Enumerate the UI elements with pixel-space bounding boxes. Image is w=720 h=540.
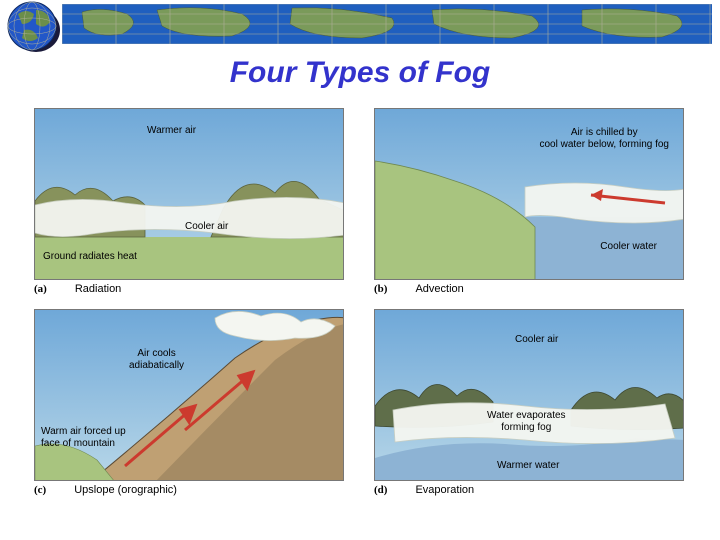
panel-c: Air cools adiabatically Warm air forced … [34,309,346,496]
panel-d: Cooler air Water evaporates forming fog … [374,309,686,496]
banner [0,0,720,48]
caption-key-d: (d) [374,484,387,496]
panel-c-figure: Air cools adiabatically Warm air forced … [34,309,344,481]
globe-icon [6,0,62,56]
caption-key-a: (a) [34,283,47,295]
panel-b-figure: Air is chilled by cool water below, form… [374,108,684,280]
label-warmer-water: Warmer water [497,460,559,472]
caption-c: (c) Upslope (orographic) [34,481,346,496]
page-title: Four Types of Fog [0,48,720,90]
label-cooler-air: Cooler air [185,221,228,233]
label-ground-radiates: Ground radiates heat [43,251,137,263]
caption-label-a: Radiation [75,283,121,295]
caption-a: (a) Radiation [34,280,346,295]
caption-key-c: (c) [34,484,46,496]
caption-label-b: Advection [415,283,463,295]
panel-b: Air is chilled by cool water below, form… [374,108,686,295]
caption-label-c: Upslope (orographic) [74,484,177,496]
label-air-cools: Air cools adiabatically [129,348,184,371]
caption-d: (d) Evaporation [374,481,686,496]
label-warmer-air: Warmer air [147,125,196,137]
label-air-chilled: Air is chilled by cool water below, form… [539,127,669,150]
panel-a-figure: Warmer air Cooler air Ground radiates he… [34,108,344,280]
label-cooler-water: Cooler water [600,241,657,253]
caption-key-b: (b) [374,283,387,295]
label-cooler-air-d: Cooler air [515,334,558,346]
panel-a: Warmer air Cooler air Ground radiates he… [34,108,346,295]
panel-d-figure: Cooler air Water evaporates forming fog … [374,309,684,481]
world-map-strip [62,4,712,44]
caption-label-d: Evaporation [415,484,474,496]
label-warm-air-forced: Warm air forced up face of mountain [41,426,126,449]
panel-grid: Warmer air Cooler air Ground radiates he… [0,90,720,506]
caption-b: (b) Advection [374,280,686,295]
label-water-evaporates: Water evaporates forming fog [487,410,566,433]
